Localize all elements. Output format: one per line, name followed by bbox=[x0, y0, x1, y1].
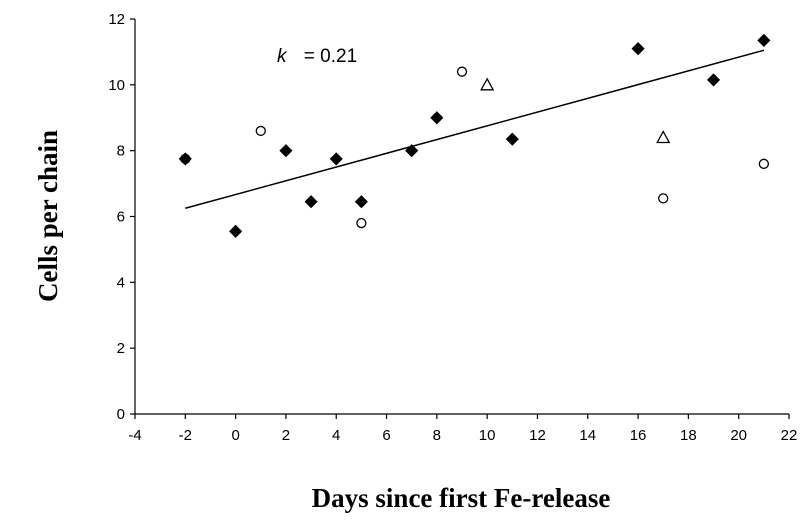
x-tick-label: 16 bbox=[630, 427, 647, 444]
x-tick-label: 6 bbox=[382, 427, 390, 444]
y-tick-label: 6 bbox=[117, 209, 125, 226]
x-axis-ticks: -4 -2 0 2 4 6 8 10 12 14 16 18 20 22 bbox=[128, 414, 797, 444]
data-point-circle bbox=[255, 125, 266, 137]
x-tick-label: -2 bbox=[179, 427, 192, 444]
data-point-circle bbox=[658, 193, 669, 204]
x-tick-label: -4 bbox=[128, 427, 141, 444]
x-tick-label: 14 bbox=[579, 427, 596, 444]
data-point-diamond bbox=[706, 73, 721, 87]
data-point-diamond bbox=[304, 195, 318, 209]
data-point-diamond bbox=[279, 144, 293, 158]
x-axis-title: Days since first Fe-release bbox=[312, 483, 611, 513]
k-annotation: k = 0.21 bbox=[277, 46, 357, 67]
data-point-diamond bbox=[505, 132, 519, 146]
x-tick-label: 10 bbox=[479, 427, 496, 444]
y-tick-label: 10 bbox=[108, 77, 125, 94]
data-point-circle bbox=[456, 66, 468, 77]
data-point-circle bbox=[356, 217, 367, 229]
x-tick-label: 12 bbox=[529, 427, 546, 444]
data-point-triangle bbox=[656, 130, 671, 144]
y-axis-title: Cells per chain bbox=[33, 130, 63, 302]
x-tick-label: 8 bbox=[433, 427, 441, 444]
y-tick-label: 8 bbox=[117, 143, 125, 160]
data-point-circle bbox=[758, 158, 769, 169]
x-tick-label: 4 bbox=[332, 427, 340, 444]
data-points bbox=[178, 33, 771, 238]
y-tick-label: 12 bbox=[108, 11, 125, 28]
data-point-diamond bbox=[405, 144, 419, 158]
data-point-triangle bbox=[480, 77, 495, 91]
x-tick-label: 2 bbox=[282, 427, 290, 444]
x-tick-label: 0 bbox=[231, 427, 239, 444]
y-axis-ticks: 0 2 4 6 8 10 12 bbox=[108, 11, 135, 423]
data-point-diamond bbox=[631, 42, 645, 56]
x-tick-label: 18 bbox=[680, 427, 697, 444]
y-tick-label: 2 bbox=[117, 340, 125, 357]
y-tick-label: 0 bbox=[117, 406, 125, 423]
x-tick-label: 20 bbox=[730, 427, 747, 444]
k-value: = 0.21 bbox=[304, 46, 357, 67]
k-symbol: k bbox=[277, 46, 288, 67]
data-point-circle bbox=[180, 153, 191, 165]
axes bbox=[134, 19, 789, 415]
y-tick-label: 4 bbox=[117, 274, 125, 291]
data-point-diamond bbox=[354, 195, 368, 209]
trend-line bbox=[185, 49, 765, 209]
trendline-group bbox=[185, 49, 765, 209]
data-point-diamond bbox=[430, 111, 444, 125]
x-tick-label: 22 bbox=[781, 427, 798, 444]
data-point-diamond bbox=[329, 152, 343, 166]
data-point-diamond bbox=[757, 33, 771, 47]
data-point-diamond bbox=[229, 224, 243, 238]
